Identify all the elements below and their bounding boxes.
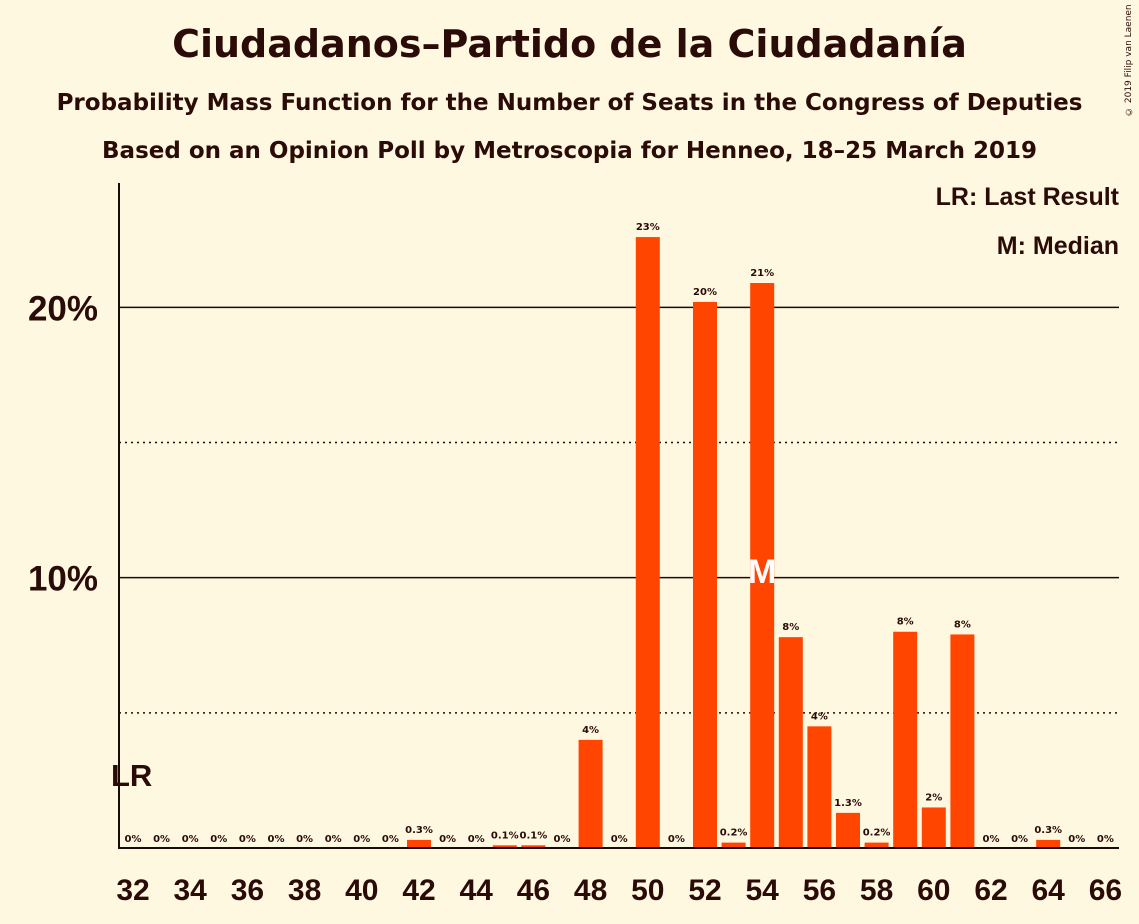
y-tick-label: 10% [28,560,98,599]
bar-value-label: 0.1% [520,830,548,841]
bar-value-label: 0% [611,834,628,845]
bar [864,842,889,848]
bar-value-label: 0% [210,834,227,845]
x-tick-label: 64 [1032,874,1066,907]
bar-value-label: 0.3% [405,825,433,836]
bar-value-label: 0% [296,834,313,845]
x-tick-label: 50 [631,874,664,907]
x-tick-label: 60 [917,874,950,907]
bar-value-label: 0% [382,834,399,845]
x-tick-label: 44 [460,874,494,907]
bar-value-label: 0% [1097,834,1114,845]
bar [1036,839,1061,848]
bar [807,726,832,848]
bar [893,631,918,848]
x-tick-label: 56 [803,874,836,907]
bar-value-label: 0% [983,834,1000,845]
bar-value-label: 8% [897,617,914,628]
bar-value-label: 4% [811,711,828,722]
bar-value-label: 0% [239,834,256,845]
x-tick-label: 40 [345,874,378,907]
bar-value-label: 0% [268,834,285,845]
bar-value-label: 23% [636,222,660,233]
bar [635,237,660,848]
x-tick-label: 66 [1089,874,1122,907]
bar-value-label: 0% [125,834,142,845]
bar [836,812,860,848]
x-tick-label: 38 [288,874,321,907]
bar-value-label: 0% [668,834,685,845]
bar [778,637,803,848]
bar-value-label: 0.1% [491,830,519,841]
y-tick-label: 20% [28,289,98,328]
markers: LR M [111,553,776,793]
chart-subtitle: Probability Mass Function for the Number… [56,90,1083,116]
bar [407,839,431,848]
bar [693,301,717,848]
bar-value-label: 0% [1011,834,1028,845]
axes: 32 34 36 38 40 42 44 46 48 50 52 54 56 58 60 62 64 66 [116,183,1122,907]
legend-last-result: LR: Last Result [935,183,1119,211]
x-tick-label: 62 [974,874,1007,907]
x-tick-label: 36 [231,874,264,907]
bar-value-label: 0% [325,834,342,845]
bar-value-label: 4% [582,725,599,736]
x-tick-label: 42 [402,874,435,907]
bar-value-labels: 0% 0% 0% 0% 0% 0% 0% 0% 0% 0% 0.3% 0% 0% 0.1% 0.1% 0% 4%… [125,222,1114,845]
bar [578,739,603,848]
bar-value-label: 0% [182,834,199,845]
bar-value-label: 0% [353,834,370,845]
bar-value-label: 0% [468,834,485,845]
bar [521,845,546,848]
bar [721,842,746,848]
chart-title: Ciudadanos–Partido de la Ciudadanía [172,22,967,66]
bar-value-label: 8% [782,622,799,633]
bar [750,283,775,848]
x-tick-label: 54 [746,874,780,907]
median-marker: M [748,553,776,591]
bar-value-label: 0% [439,834,456,845]
bar [950,634,975,848]
x-tick-label: 46 [517,874,550,907]
x-tick-label: 32 [116,874,149,907]
chart-subtitle-source: Based on an Opinion Poll by Metroscopia … [102,138,1037,164]
bar-value-label: 2% [925,792,942,803]
last-result-marker: LR [111,758,152,793]
bar-value-label: 0.2% [863,828,891,839]
bars [407,237,1061,848]
legend-median: M: Median [996,232,1119,260]
x-tick-label: 58 [860,874,893,907]
bar-value-label: 0% [1068,834,1085,845]
x-tick-label: 48 [574,874,607,907]
bar-value-label: 0.3% [1034,825,1062,836]
bar-value-label: 20% [693,287,717,298]
bar-value-label: 8% [954,619,971,630]
x-tick-label: 34 [174,874,208,907]
bar-value-label: 0.2% [720,828,748,839]
bar-value-label: 1.3% [834,798,862,809]
x-tick-label: 52 [688,874,721,907]
bar-value-label: 0% [554,834,571,845]
gridlines: 10% 20% [28,289,1119,714]
bar [921,807,946,848]
bar-value-label: 0% [153,834,170,845]
bar-value-label: 21% [750,268,774,279]
bar [492,845,517,848]
